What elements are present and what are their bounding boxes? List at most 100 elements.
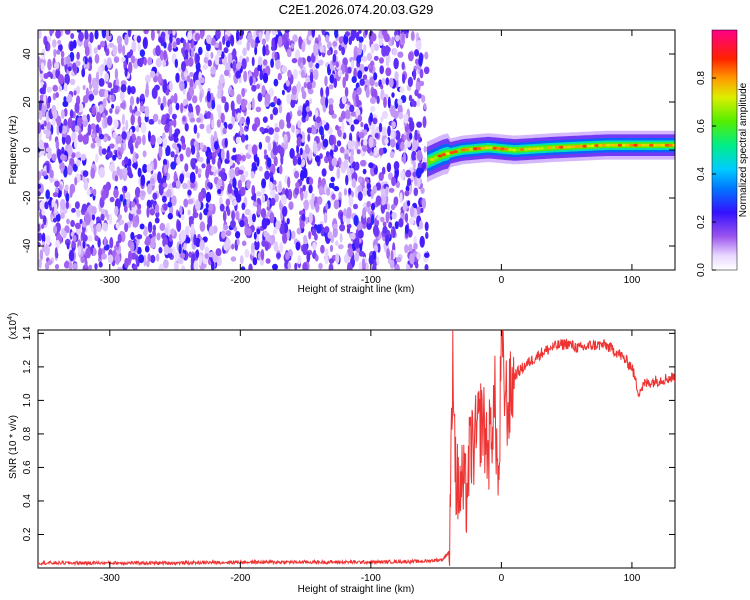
spectrogram-noise-cell	[205, 191, 212, 203]
spectrogram-noise-cell	[351, 232, 356, 240]
spectrogram-noise-cell	[408, 120, 415, 132]
spectrogram-noise-cell	[253, 192, 257, 202]
spectrogram-noise-cell	[197, 172, 202, 178]
spectrogram-noise-cell	[418, 55, 423, 67]
spectrogram-noise-cell	[286, 93, 292, 104]
spectrogram-noise-cell	[281, 89, 285, 96]
spectrogram-signal-peak	[492, 146, 498, 150]
spectrogram-noise-cell	[213, 130, 218, 143]
spectrogram-noise-cell	[111, 94, 115, 103]
spectrogram-noise-cell	[421, 161, 427, 170]
spectrogram-noise-cell	[379, 65, 385, 75]
spectrogram-noise-cell	[253, 239, 260, 251]
spectrogram-noise-cell	[211, 156, 216, 165]
spectrogram-noise-cell	[419, 80, 425, 87]
spectrogram-noise-cell	[225, 230, 232, 237]
spectrogram-noise-cell	[354, 251, 360, 262]
spectrogram-noise-cell	[272, 263, 278, 270]
spectrogram-noise-cell	[137, 203, 142, 210]
spectrogram-noise-cell	[162, 95, 167, 107]
spectrogram-noise-cell	[364, 30, 368, 36]
spectrogram-noise-cell	[278, 119, 285, 130]
spectrogram-noise-cell	[162, 195, 167, 203]
spectrogram-noise-cell	[208, 225, 215, 236]
spectrogram-noise-cell	[74, 176, 78, 186]
spectrogram-noise-cell	[341, 95, 347, 105]
spectrogram-noise-cell	[131, 40, 137, 53]
spectrogram-noise-cell	[296, 136, 302, 148]
spectrogram-noise-cell	[169, 33, 173, 44]
spectrogram-noise-cell	[71, 240, 76, 249]
spectrogram-noise-cell	[158, 183, 164, 196]
y-tick-label: 0	[22, 147, 33, 153]
spectrogram-noise-cell	[199, 239, 205, 251]
spectrogram-noise-cell	[424, 221, 429, 232]
spectrogram-noise-cell	[49, 30, 55, 34]
spectrogram-noise-cell	[270, 58, 274, 68]
spectrogram-noise-cell	[173, 118, 177, 128]
spectrogram-noise-cell	[51, 153, 57, 162]
spectrogram-noise-cell	[72, 235, 77, 242]
spectrogram-noise-cell	[318, 262, 323, 270]
spectrogram-noise-cell	[191, 50, 195, 58]
spectrogram-noise-cell	[355, 140, 359, 151]
spectrogram-noise-cell	[93, 225, 97, 237]
spectrogram-noise-cell	[305, 106, 310, 113]
spectrogram-noise-cell	[327, 49, 331, 56]
snr-y-label: SNR (10 * v/v)	[8, 415, 19, 479]
spectrogram-noise-cell	[43, 73, 49, 79]
spectrogram-noise-cell	[102, 98, 107, 108]
spectrogram-noise-cell	[346, 218, 351, 225]
spectrogram-noise-cell	[244, 170, 249, 178]
spectrogram-noise-cell	[170, 228, 175, 237]
spectrogram-noise-cell	[98, 88, 105, 98]
spectrogram-noise-cell	[73, 90, 77, 96]
spectrogram-noise-cell	[81, 230, 85, 238]
spectrogram-noise-cell	[299, 220, 305, 229]
spectrogram-noise-cell	[175, 72, 180, 83]
spectrogram-signal-peak	[617, 143, 623, 147]
spectrogram-noise-cell	[94, 263, 98, 270]
spectrogram-signal-peak	[664, 143, 670, 147]
spectrogram-noise-cell	[194, 32, 201, 42]
spectrogram-noise-cell	[156, 136, 163, 145]
spectrogram-noise-cell	[390, 129, 395, 140]
spectrogram-noise-cell	[195, 199, 201, 211]
spectrogram-noise-cell	[380, 84, 384, 90]
spectrogram-signal-peak	[555, 145, 560, 149]
spectrogram-noise-cell	[252, 165, 258, 171]
spectrogram-noise-cell	[399, 86, 405, 93]
spectrogram-noise-cell	[241, 240, 247, 247]
spectrogram-noise-cell	[84, 259, 88, 269]
figure-title: C2E1.2026.074.20.03.G29	[279, 2, 434, 17]
spectrogram-noise-cell	[39, 110, 43, 121]
spectrogram-noise-cell	[264, 170, 270, 180]
spectrogram-noise-cell	[306, 251, 311, 263]
spectrogram-noise-cell	[329, 74, 335, 84]
spectrogram-noise-cell	[370, 202, 376, 211]
spectrogram-noise-cell	[47, 259, 53, 266]
spectrogram-noise-cell	[210, 66, 217, 75]
spectrogram-noise-cell	[149, 70, 156, 79]
spectrogram-y-label: Frequency (Hz)	[8, 116, 19, 185]
spectrogram-signal-peak	[488, 146, 494, 150]
spectrogram-noise-cell	[266, 199, 270, 208]
spectrogram-noise-cell	[235, 70, 242, 79]
y-tick-label: 1.2	[22, 359, 33, 373]
spectrogram-noise-cell	[111, 103, 115, 109]
spectrogram-noise-cell	[268, 127, 274, 135]
spectrogram-noise-cell	[303, 81, 308, 89]
spectrogram-noise-cell	[240, 133, 246, 143]
spectrogram-noise-cell	[199, 221, 206, 232]
spectrogram-signal-peak	[433, 156, 439, 160]
y-tick-label: 0.8	[22, 427, 33, 441]
y-tick-label: 40	[22, 48, 33, 60]
spectrogram-noise-cell	[150, 134, 156, 146]
spectrogram-noise-cell	[251, 97, 255, 110]
spectrogram-noise-cell	[374, 81, 379, 88]
spectrogram-noise-cell	[175, 146, 179, 155]
spectrogram-noise-cell	[280, 194, 287, 206]
spectrogram-noise-cell	[130, 55, 136, 64]
spectrogram-signal-peak	[578, 144, 584, 148]
spectrogram-noise-cell	[410, 30, 415, 42]
